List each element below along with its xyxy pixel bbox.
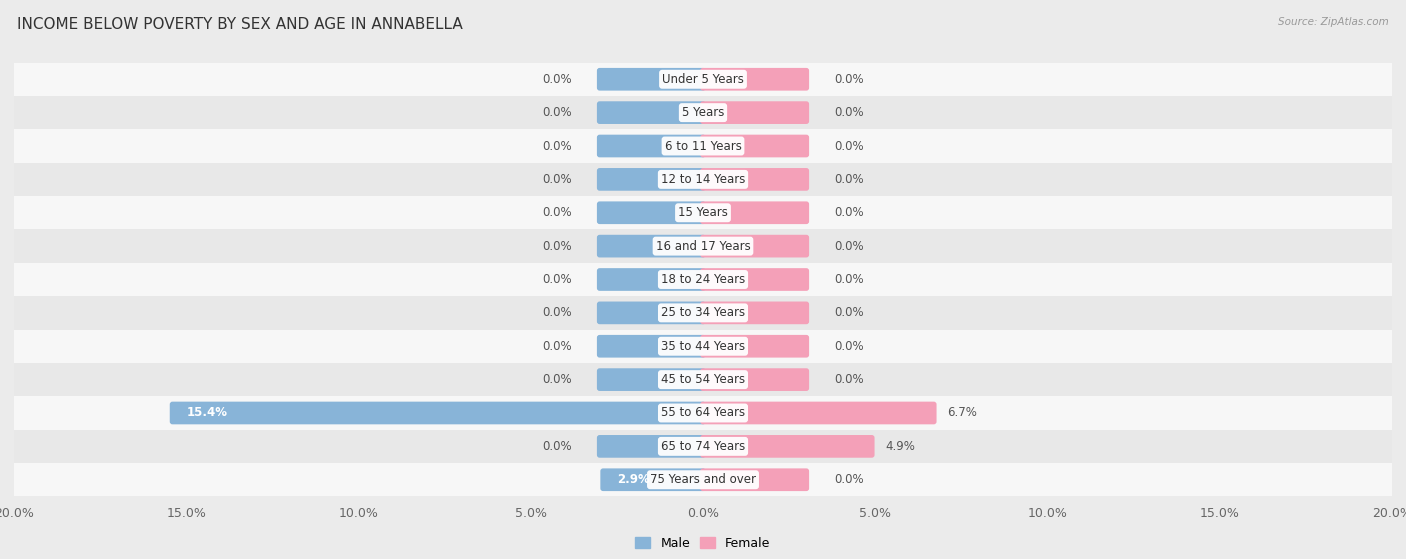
FancyBboxPatch shape [0,96,1406,129]
FancyBboxPatch shape [700,168,808,191]
FancyBboxPatch shape [700,301,808,324]
Text: 0.0%: 0.0% [834,473,863,486]
FancyBboxPatch shape [598,201,706,224]
FancyBboxPatch shape [0,129,1406,163]
Text: 0.0%: 0.0% [834,273,863,286]
FancyBboxPatch shape [0,463,1406,496]
FancyBboxPatch shape [700,368,808,391]
Text: Under 5 Years: Under 5 Years [662,73,744,86]
FancyBboxPatch shape [700,335,808,358]
Text: 0.0%: 0.0% [834,340,863,353]
FancyBboxPatch shape [700,68,808,91]
Text: 15.4%: 15.4% [186,406,228,419]
Text: 0.0%: 0.0% [543,140,572,153]
Text: 35 to 44 Years: 35 to 44 Years [661,340,745,353]
FancyBboxPatch shape [0,396,1406,430]
Text: 0.0%: 0.0% [543,440,572,453]
FancyBboxPatch shape [0,263,1406,296]
Text: 0.0%: 0.0% [834,173,863,186]
Text: 0.0%: 0.0% [834,140,863,153]
FancyBboxPatch shape [598,335,706,358]
FancyBboxPatch shape [598,135,706,157]
FancyBboxPatch shape [0,330,1406,363]
Text: 0.0%: 0.0% [543,106,572,119]
FancyBboxPatch shape [700,402,936,424]
FancyBboxPatch shape [0,196,1406,229]
Text: 0.0%: 0.0% [543,173,572,186]
Text: 75 Years and over: 75 Years and over [650,473,756,486]
Text: 5 Years: 5 Years [682,106,724,119]
FancyBboxPatch shape [700,468,808,491]
FancyBboxPatch shape [600,468,706,491]
Text: 4.9%: 4.9% [886,440,915,453]
Text: 0.0%: 0.0% [834,373,863,386]
Text: 16 and 17 Years: 16 and 17 Years [655,240,751,253]
FancyBboxPatch shape [700,435,875,458]
FancyBboxPatch shape [0,163,1406,196]
Text: 0.0%: 0.0% [543,373,572,386]
Text: 45 to 54 Years: 45 to 54 Years [661,373,745,386]
Text: 0.0%: 0.0% [543,306,572,319]
FancyBboxPatch shape [598,301,706,324]
FancyBboxPatch shape [598,68,706,91]
FancyBboxPatch shape [700,268,808,291]
Text: 0.0%: 0.0% [834,73,863,86]
FancyBboxPatch shape [0,430,1406,463]
Text: 18 to 24 Years: 18 to 24 Years [661,273,745,286]
FancyBboxPatch shape [0,63,1406,96]
Text: 12 to 14 Years: 12 to 14 Years [661,173,745,186]
Text: 0.0%: 0.0% [543,340,572,353]
FancyBboxPatch shape [170,402,706,424]
Text: 6 to 11 Years: 6 to 11 Years [665,140,741,153]
Text: 0.0%: 0.0% [834,240,863,253]
FancyBboxPatch shape [700,235,808,258]
Text: 65 to 74 Years: 65 to 74 Years [661,440,745,453]
FancyBboxPatch shape [700,135,808,157]
Text: INCOME BELOW POVERTY BY SEX AND AGE IN ANNABELLA: INCOME BELOW POVERTY BY SEX AND AGE IN A… [17,17,463,32]
Text: 2.9%: 2.9% [617,473,650,486]
FancyBboxPatch shape [598,101,706,124]
FancyBboxPatch shape [0,296,1406,330]
FancyBboxPatch shape [598,235,706,258]
Text: 15 Years: 15 Years [678,206,728,219]
Text: 0.0%: 0.0% [543,73,572,86]
Text: 0.0%: 0.0% [834,106,863,119]
Text: Source: ZipAtlas.com: Source: ZipAtlas.com [1278,17,1389,27]
FancyBboxPatch shape [598,368,706,391]
Text: 25 to 34 Years: 25 to 34 Years [661,306,745,319]
Text: 0.0%: 0.0% [543,240,572,253]
FancyBboxPatch shape [0,229,1406,263]
Legend: Male, Female: Male, Female [630,532,776,555]
Text: 0.0%: 0.0% [834,306,863,319]
Text: 0.0%: 0.0% [834,206,863,219]
FancyBboxPatch shape [700,201,808,224]
Text: 6.7%: 6.7% [948,406,977,419]
Text: 0.0%: 0.0% [543,273,572,286]
FancyBboxPatch shape [598,435,706,458]
FancyBboxPatch shape [0,363,1406,396]
FancyBboxPatch shape [700,101,808,124]
FancyBboxPatch shape [598,168,706,191]
Text: 55 to 64 Years: 55 to 64 Years [661,406,745,419]
Text: 0.0%: 0.0% [543,206,572,219]
FancyBboxPatch shape [598,268,706,291]
